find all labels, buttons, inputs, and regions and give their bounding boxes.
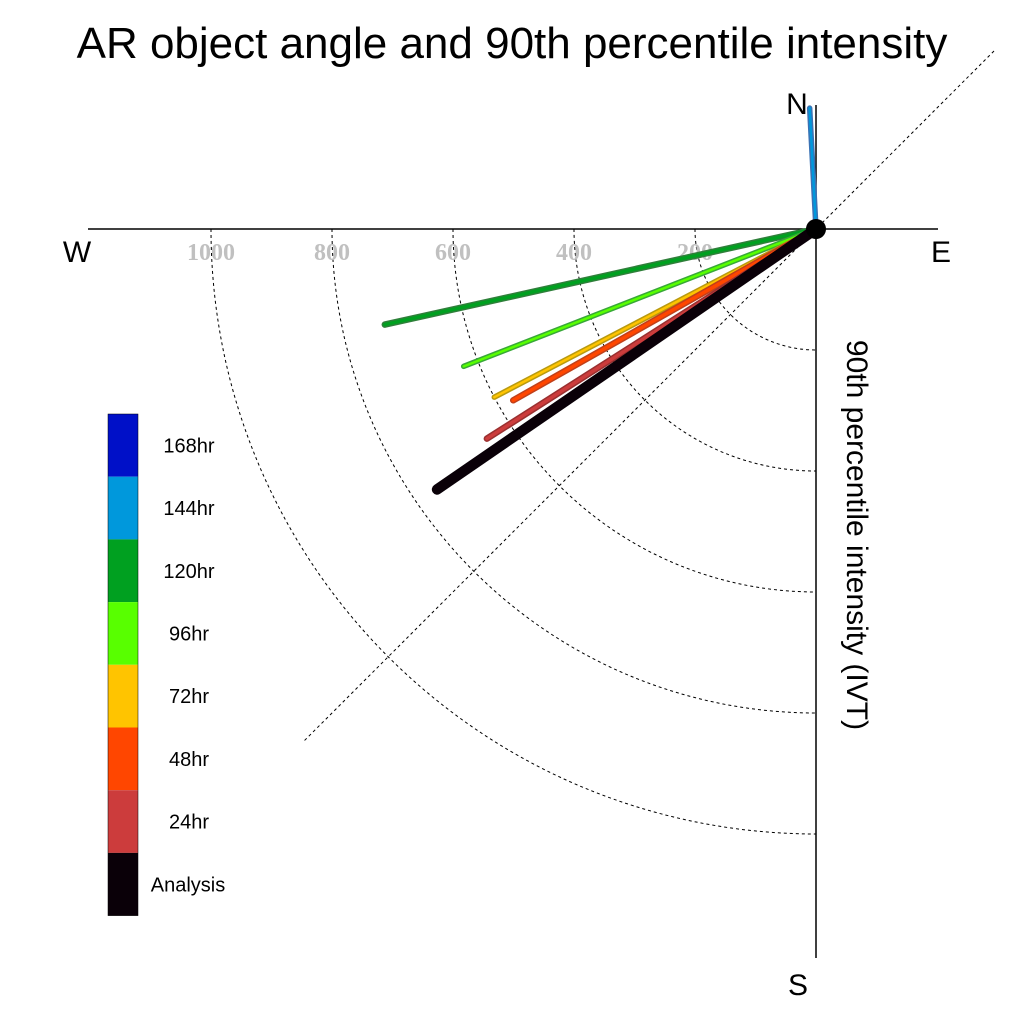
compass-north-label: N [786, 88, 808, 121]
series-vector-144hr [806, 105, 819, 232]
tick-label-800: 800 [314, 240, 350, 266]
series-vector-line [462, 227, 818, 368]
legend-swatch-144hr [108, 476, 138, 540]
y-axis-label: 90th percentile intensity (IVT) [840, 340, 873, 730]
series-vector-line [433, 225, 820, 494]
legend-label: 24hr [169, 812, 209, 834]
compass-west-label: W [63, 236, 92, 269]
compass-east-label: E [931, 236, 951, 269]
legend-label: 120hr [163, 561, 214, 583]
series-vectors [381, 105, 822, 495]
legend: 168hr 144hr 120hr 96hr 72hr 48hr 24hr Analysis [107, 413, 225, 916]
grid-arc-800 [331, 228, 817, 714]
series-vector-96hr [460, 226, 819, 370]
grid-arc-600 [452, 228, 817, 593]
diagonal-guide-line [302, 50, 995, 743]
legend-label: 72hr [169, 686, 209, 708]
legend-label: 96hr [169, 623, 209, 645]
grid-layer [210, 50, 995, 835]
tick-label-600: 600 [435, 240, 471, 266]
legend-swatch-168hr [108, 414, 138, 477]
legend-label: Analysis [151, 874, 225, 896]
legend-swatch-24hr [108, 790, 138, 853]
legend-label: 144hr [163, 498, 214, 520]
series-vector-analysis [431, 223, 822, 495]
legend-label: 48hr [169, 749, 209, 771]
legend-frame [107, 413, 139, 916]
grid-arc-1000 [210, 228, 817, 835]
legend-swatch-96hr [108, 602, 138, 665]
series-vector-line [808, 106, 818, 231]
compass-south-label: S [788, 969, 808, 1002]
legend-swatch-72hr [108, 664, 138, 728]
legend-swatch-analysis [108, 852, 138, 916]
tick-label-1000: 1000 [187, 240, 235, 266]
chart-title: AR object angle and 90th percentile inte… [77, 19, 948, 68]
origin-marker [806, 219, 826, 239]
legend-swatch-120hr [108, 539, 138, 603]
legend-label: 168hr [163, 435, 214, 457]
tick-label-400: 400 [556, 240, 592, 266]
radial-tick-labels: 2004006008001000 [187, 240, 713, 266]
series-vector-line [383, 227, 818, 327]
series-vector-120hr [381, 225, 820, 328]
legend-swatch-48hr [108, 727, 138, 791]
